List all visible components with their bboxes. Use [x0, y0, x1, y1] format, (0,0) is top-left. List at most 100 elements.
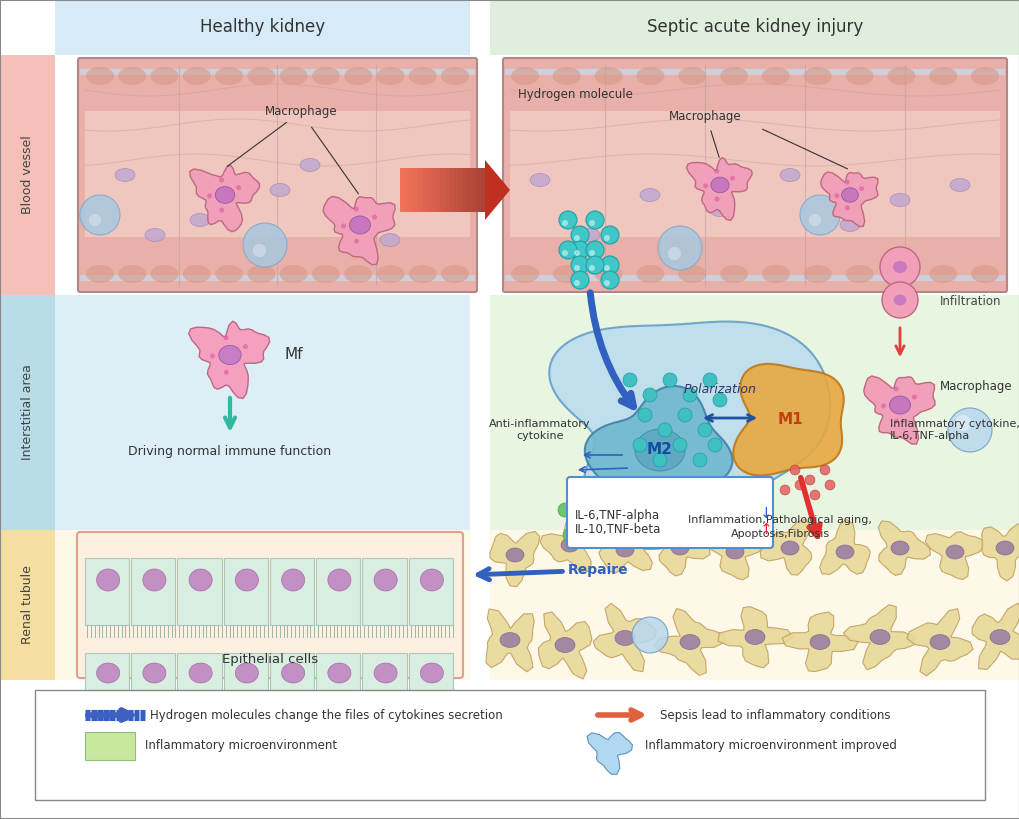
Circle shape — [834, 193, 839, 198]
Circle shape — [354, 206, 359, 211]
Bar — [79, 275, 475, 281]
Polygon shape — [598, 518, 652, 573]
Circle shape — [657, 226, 701, 270]
Ellipse shape — [270, 183, 289, 197]
Ellipse shape — [552, 67, 580, 85]
Ellipse shape — [189, 663, 212, 683]
Circle shape — [571, 271, 588, 289]
Circle shape — [954, 415, 970, 431]
Text: Inflammatory microenvironment improved: Inflammatory microenvironment improved — [644, 740, 896, 753]
Ellipse shape — [505, 548, 524, 562]
Ellipse shape — [594, 265, 622, 283]
Circle shape — [702, 373, 716, 387]
Bar — [316, 558, 360, 625]
FancyBboxPatch shape — [77, 58, 477, 292]
Bar — [489, 295, 1019, 530]
Circle shape — [790, 465, 799, 475]
Bar — [413, 168, 418, 212]
Text: Anti-inflammatory
cytokine: Anti-inflammatory cytokine — [489, 419, 590, 441]
Circle shape — [588, 220, 594, 226]
Ellipse shape — [86, 265, 114, 283]
Circle shape — [911, 395, 916, 400]
Ellipse shape — [350, 216, 370, 234]
Bar — [316, 653, 360, 725]
Ellipse shape — [343, 265, 372, 283]
Ellipse shape — [118, 265, 146, 283]
Circle shape — [558, 211, 577, 229]
Circle shape — [253, 244, 266, 257]
Circle shape — [844, 206, 849, 210]
Polygon shape — [686, 157, 751, 220]
Ellipse shape — [511, 67, 538, 85]
Ellipse shape — [580, 229, 599, 242]
Circle shape — [879, 247, 919, 287]
Circle shape — [713, 169, 718, 174]
FancyBboxPatch shape — [502, 58, 1006, 292]
Ellipse shape — [781, 541, 798, 555]
Circle shape — [557, 503, 572, 517]
Circle shape — [588, 265, 594, 271]
Ellipse shape — [614, 631, 635, 645]
Text: Hydrogen molecule: Hydrogen molecule — [517, 88, 632, 101]
Circle shape — [235, 185, 240, 190]
Ellipse shape — [281, 663, 305, 683]
Bar — [409, 168, 414, 212]
Ellipse shape — [279, 67, 308, 85]
Bar — [448, 168, 454, 212]
Text: Hydrogen molecules change the files of cytokines secretion: Hydrogen molecules change the files of c… — [150, 708, 502, 722]
Circle shape — [574, 265, 580, 271]
Bar — [85, 558, 129, 625]
Circle shape — [673, 438, 687, 452]
Text: Septic acute kidney injury: Septic acute kidney injury — [646, 18, 862, 36]
Text: Interstitial area: Interstitial area — [21, 364, 34, 460]
Circle shape — [207, 193, 212, 198]
Circle shape — [79, 195, 120, 235]
Circle shape — [947, 408, 991, 452]
FancyBboxPatch shape — [567, 477, 772, 548]
Ellipse shape — [560, 538, 579, 552]
Circle shape — [819, 465, 829, 475]
Ellipse shape — [182, 67, 211, 85]
Circle shape — [571, 256, 588, 274]
Ellipse shape — [803, 67, 830, 85]
Ellipse shape — [841, 188, 858, 202]
Ellipse shape — [928, 67, 956, 85]
Text: Healthy kidney: Healthy kidney — [200, 18, 325, 36]
Ellipse shape — [780, 169, 799, 182]
Circle shape — [713, 197, 718, 201]
Circle shape — [678, 408, 691, 422]
Bar — [85, 653, 129, 725]
Ellipse shape — [151, 265, 178, 283]
Bar — [79, 69, 475, 75]
Ellipse shape — [636, 265, 663, 283]
Ellipse shape — [235, 663, 258, 683]
Circle shape — [662, 373, 677, 387]
Bar — [409, 558, 452, 625]
Ellipse shape — [636, 67, 663, 85]
Text: Macrophage: Macrophage — [668, 110, 741, 123]
Ellipse shape — [440, 265, 469, 283]
FancyBboxPatch shape — [35, 690, 984, 800]
Text: M2: M2 — [646, 442, 673, 458]
Text: M1: M1 — [776, 413, 802, 428]
Ellipse shape — [671, 541, 688, 555]
Bar — [471, 168, 476, 212]
Ellipse shape — [374, 663, 396, 683]
Circle shape — [219, 207, 224, 213]
Circle shape — [562, 528, 577, 542]
Ellipse shape — [279, 265, 308, 283]
Circle shape — [568, 483, 582, 497]
Text: Repaire: Repaire — [478, 563, 628, 580]
Ellipse shape — [594, 67, 622, 85]
Circle shape — [730, 175, 735, 181]
Ellipse shape — [380, 233, 399, 247]
Ellipse shape — [215, 187, 234, 203]
Ellipse shape — [350, 209, 370, 221]
Circle shape — [893, 419, 898, 423]
Ellipse shape — [552, 265, 580, 283]
Circle shape — [712, 393, 727, 407]
Circle shape — [794, 480, 804, 490]
Ellipse shape — [869, 630, 890, 645]
Ellipse shape — [440, 67, 469, 85]
Text: Blood vessel: Blood vessel — [21, 136, 34, 215]
